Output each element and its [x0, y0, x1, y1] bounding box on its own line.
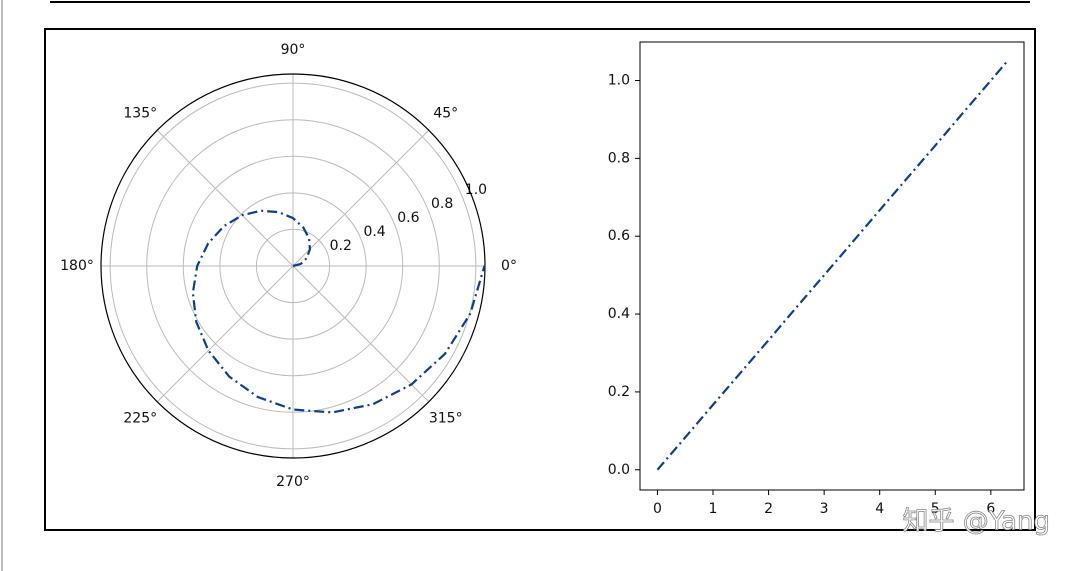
angle-tick-label: 0°: [501, 258, 517, 274]
y-tick-label: 0.0: [608, 462, 630, 478]
y-tick-label: 0.8: [608, 150, 630, 166]
data-line: [656, 61, 1008, 471]
axes-frame: [639, 41, 1025, 491]
watermark: 知乎 @Yang: [903, 507, 1050, 537]
angular-grid-line: [292, 129, 430, 267]
y-tick-label: 0.6: [608, 228, 630, 244]
angle-tick-label: 180°: [60, 258, 94, 274]
angle-tick-label: 45°: [433, 105, 458, 121]
spiral-line: [191, 209, 486, 414]
x-tick-label: 1: [709, 501, 718, 517]
radial-tick-label: 0.2: [330, 238, 352, 254]
figure-frame: [44, 28, 1036, 531]
x-tick-label: 2: [764, 501, 773, 517]
angle-tick-label: 135°: [123, 105, 157, 121]
y-tick-label: 1.0: [608, 73, 630, 89]
polar-frame: [100, 73, 486, 459]
angular-grid-line: [156, 129, 294, 267]
angular-grid-line: [156, 265, 294, 403]
angle-tick-label: 270°: [276, 474, 310, 490]
x-tick-label: 3: [820, 501, 829, 517]
angular-grid-line: [292, 265, 430, 403]
y-tick-label: 0.2: [608, 384, 630, 400]
x-tick-label: 4: [875, 501, 884, 517]
radial-tick-label: 1.0: [465, 182, 487, 198]
radial-tick-label: 0.6: [397, 210, 419, 226]
angle-tick-label: 225°: [123, 411, 157, 427]
angle-tick-label: 90°: [281, 42, 306, 58]
x-tick-label: 5: [931, 501, 940, 517]
angle-tick-label: 315°: [429, 411, 463, 427]
radial-tick-label: 0.8: [431, 196, 453, 212]
x-tick-label: 6: [986, 501, 995, 517]
y-tick-label: 0.4: [608, 306, 630, 322]
radial-tick-label: 0.4: [363, 224, 385, 240]
x-tick-label: 0: [653, 501, 662, 517]
